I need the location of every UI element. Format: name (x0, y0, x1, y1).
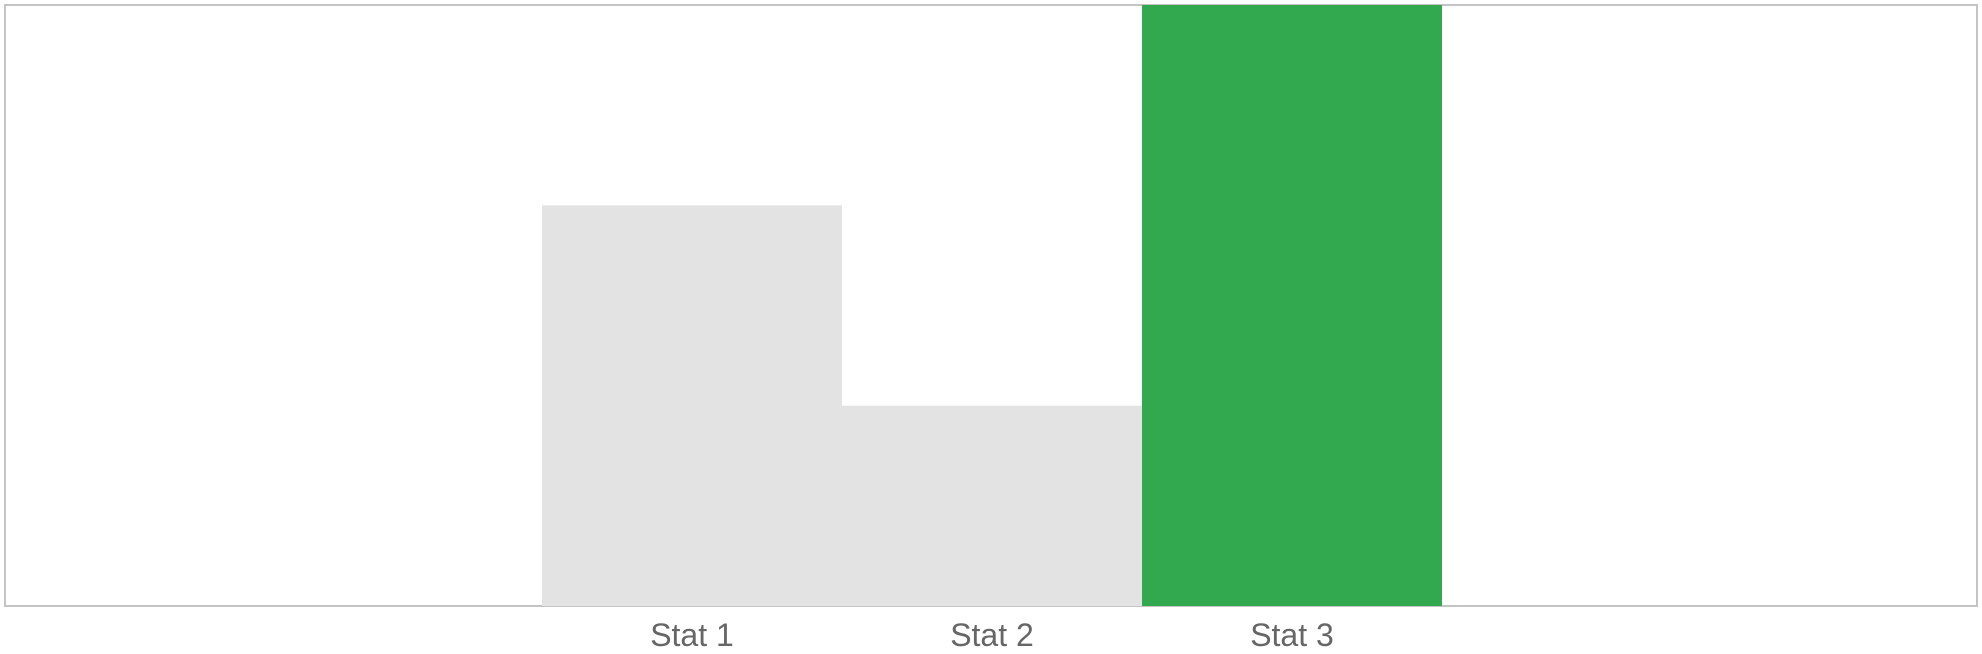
bars-group (542, 5, 1442, 607)
x-tick-labels: Stat 1 Stat 2 Stat 3 (650, 617, 1334, 653)
bar-3 (1142, 5, 1442, 606)
bar-1 (542, 205, 842, 607)
x-tick-label-2: Stat 2 (950, 617, 1034, 653)
x-tick-label-1: Stat 1 (650, 617, 734, 653)
bar-2 (842, 405, 1142, 606)
x-tick-label-3: Stat 3 (1250, 617, 1334, 653)
